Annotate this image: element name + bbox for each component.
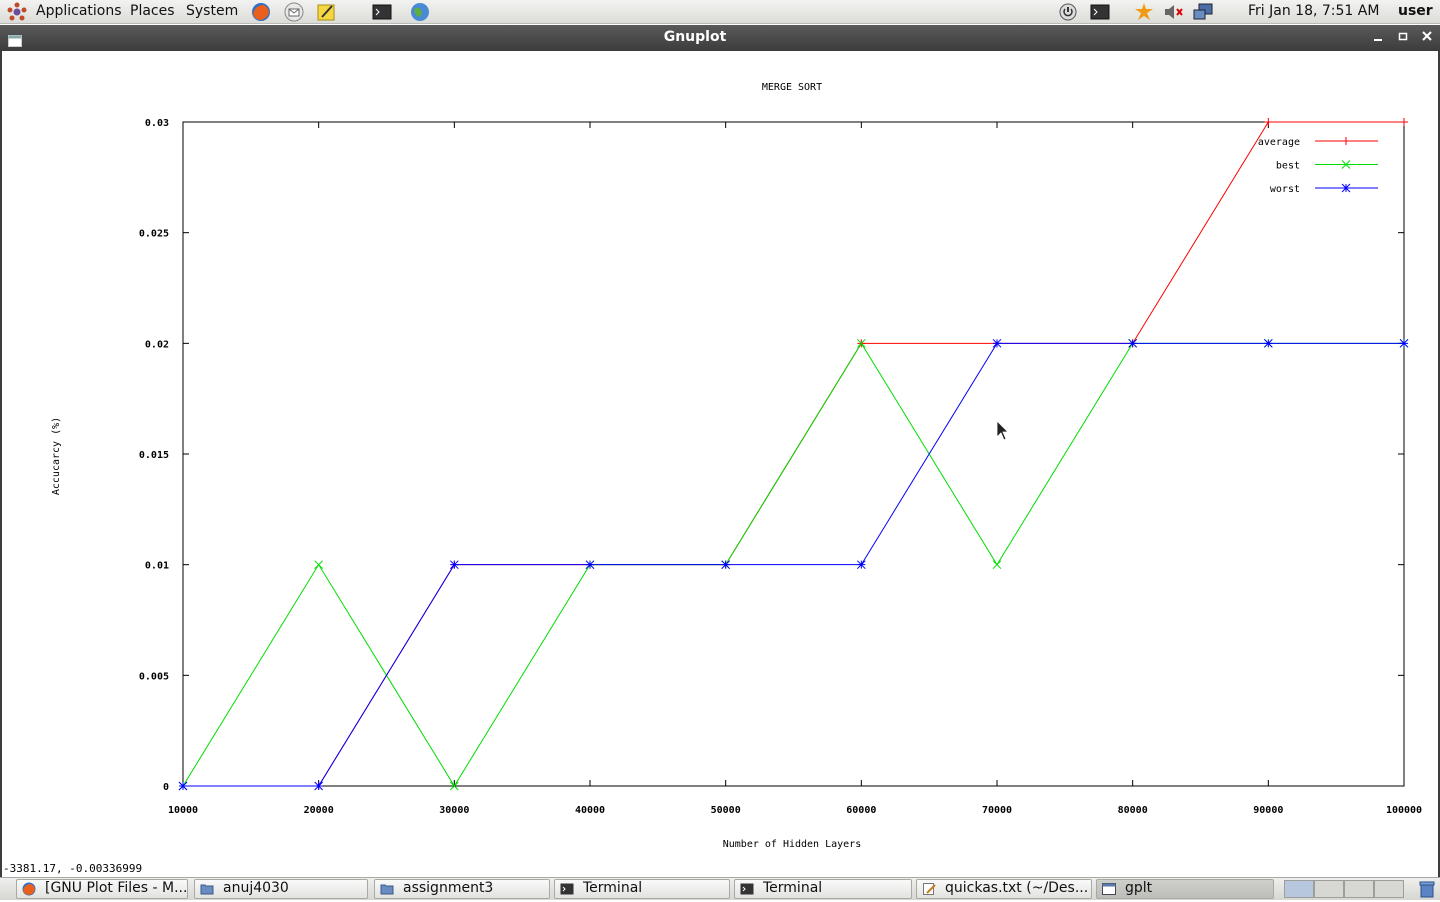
data-point-worst: [585, 560, 595, 570]
clock[interactable]: Fri Jan 18, 7:51 AM: [1248, 3, 1380, 19]
legend-marker-best: [1341, 160, 1351, 169]
legend-marker-worst: [1341, 183, 1351, 193]
x-tick-label: 10000: [168, 805, 198, 816]
data-point-worst: [1128, 338, 1138, 348]
menu-places[interactable]: Places: [130, 3, 175, 19]
window-titlebar[interactable]: Gnuplot: [0, 25, 1440, 51]
legend-marker-average: [1342, 137, 1350, 145]
menu-system[interactable]: System: [186, 3, 239, 19]
taskbar-item-terminal-2[interactable]: Terminal: [734, 879, 912, 899]
data-point-best: [314, 560, 324, 570]
x-tick-label: 100000: [1386, 805, 1422, 816]
firefox-icon: [22, 882, 36, 896]
data-point-best: [449, 781, 459, 791]
top-panel: Applications Places System Fri Jan 18, 7…: [0, 0, 1440, 24]
data-point-worst: [449, 560, 459, 570]
chart-title: MERGE SORT: [762, 82, 822, 93]
menu-applications[interactable]: Applications: [36, 3, 122, 19]
x-tick-label: 40000: [575, 805, 605, 816]
terminal-icon[interactable]: [372, 2, 392, 22]
terminal-icon: [560, 882, 574, 896]
series-worst: [178, 338, 1409, 791]
taskbar-item-gplt[interactable]: gplt: [1096, 879, 1274, 899]
data-point-worst: [178, 781, 188, 791]
y-tick-label: 0: [163, 782, 169, 793]
taskbar-item-terminal-1[interactable]: Terminal: [554, 879, 730, 899]
volume-muted-icon[interactable]: [1163, 2, 1183, 22]
window-frame-left: [0, 51, 2, 877]
data-point-average: [1264, 118, 1273, 126]
data-point-best: [856, 338, 866, 348]
y-axis-label: Accucarcy (%): [51, 417, 62, 495]
tray-terminal-icon[interactable]: [1090, 2, 1110, 22]
y-tick-label: 0.01: [145, 561, 169, 572]
mail-icon[interactable]: [284, 2, 304, 22]
network-globe-icon[interactable]: [410, 2, 430, 22]
window-frame-right: [1438, 51, 1440, 877]
workspace-4[interactable]: [1374, 880, 1404, 898]
workspace-3[interactable]: [1344, 880, 1374, 898]
data-point-best: [992, 560, 1002, 570]
workspace-1[interactable]: [1284, 880, 1314, 898]
taskbar-item-anuj4030[interactable]: anuj4030: [194, 879, 368, 899]
window-title: Gnuplot: [663, 29, 727, 45]
data-point-worst: [992, 338, 1002, 348]
y-tick-label: 0.02: [145, 339, 169, 350]
data-point-worst: [1263, 338, 1273, 348]
maximize-icon[interactable]: [1397, 29, 1409, 47]
taskbar-item-firefox[interactable]: [GNU Plot Files - M...: [16, 879, 188, 899]
minimize-icon[interactable]: [1372, 29, 1384, 47]
series-line-worst: [183, 342, 1404, 787]
trash-icon[interactable]: [1418, 880, 1436, 902]
taskbar-item-quickas[interactable]: quickas.txt (~/Des...: [916, 879, 1092, 899]
network-icon[interactable]: [1192, 2, 1213, 22]
y-tick-label: 0.025: [139, 229, 169, 240]
x-tick-label: 70000: [982, 805, 1012, 816]
x-tick-label: 20000: [304, 805, 334, 816]
legend-label-best: best: [1276, 161, 1300, 172]
x-tick-label: 90000: [1253, 805, 1283, 816]
text-editor-icon: [922, 882, 936, 896]
user-menu[interactable]: user: [1398, 3, 1433, 19]
taskbar: [GNU Plot Files - M... anuj4030 assignme…: [0, 877, 1440, 900]
data-point-average: [1400, 118, 1408, 126]
y-tick-label: 0.015: [139, 450, 169, 461]
workspace-2[interactable]: [1314, 880, 1344, 898]
notes-icon[interactable]: [316, 2, 336, 22]
status-coordinates: -3381.17, -0.00336999: [3, 862, 143, 875]
y-tick-label: 0.03: [145, 118, 169, 129]
taskbar-item-assignment3[interactable]: assignment3: [374, 879, 550, 899]
x-tick-label: 30000: [439, 805, 469, 816]
data-point-worst: [856, 560, 866, 570]
folder-icon: [380, 882, 394, 896]
legend-label-average: average: [1258, 137, 1300, 148]
y-tick-label: 0.005: [139, 671, 169, 682]
window-icon: [1102, 882, 1116, 896]
data-point-worst: [721, 560, 731, 570]
plot-canvas[interactable]: MERGE SORT Number of Hidden Layers Accuc…: [0, 0, 1440, 877]
window-menu-icon[interactable]: [8, 32, 22, 51]
close-icon[interactable]: [1421, 29, 1433, 47]
applications-logo-icon[interactable]: [6, 2, 27, 22]
firefox-icon[interactable]: [251, 2, 271, 22]
terminal-icon: [740, 882, 754, 896]
x-tick-label: 50000: [711, 805, 741, 816]
x-tick-label: 60000: [846, 805, 876, 816]
legend-label-worst: worst: [1270, 184, 1300, 195]
mouse-cursor-icon: [996, 420, 1009, 441]
power-icon[interactable]: [1058, 2, 1078, 22]
update-notifier-icon[interactable]: [1134, 2, 1154, 22]
data-point-worst: [314, 781, 324, 791]
data-point-worst: [1399, 338, 1409, 348]
x-axis-label: Number of Hidden Layers: [723, 839, 861, 850]
x-tick-label: 80000: [1118, 805, 1148, 816]
folder-icon: [200, 882, 214, 896]
